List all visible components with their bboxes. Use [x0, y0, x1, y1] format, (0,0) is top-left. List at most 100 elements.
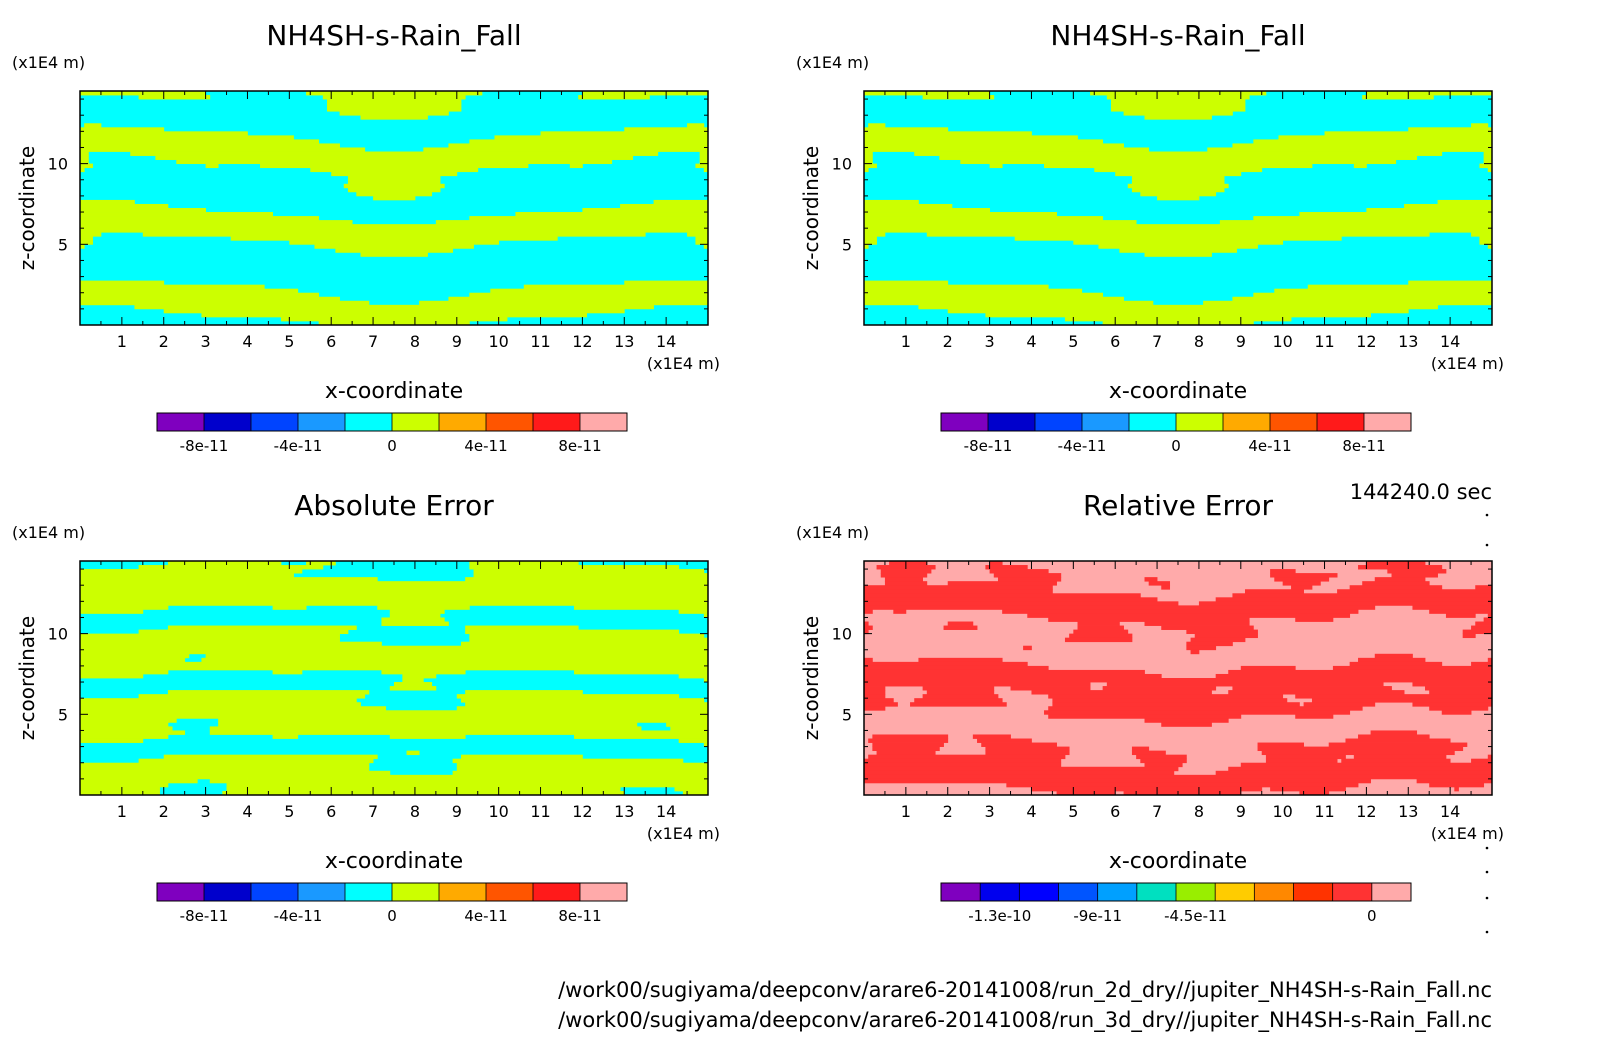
heatmap-cell	[1056, 790, 1116, 796]
x-tick-label: 1	[901, 332, 911, 351]
colorbar-swatch	[1019, 883, 1059, 901]
heatmap-cell	[1471, 232, 1493, 237]
heatmap-cell	[1232, 686, 1392, 691]
heatmap-cell	[864, 601, 1179, 606]
heatmap-cell	[574, 734, 709, 739]
colorbar-swatch	[1371, 883, 1412, 901]
heatmap-cell	[1198, 601, 1493, 606]
heatmap-cell	[985, 312, 1371, 318]
heatmap-cell	[1358, 734, 1430, 739]
heatmap-cell	[80, 212, 273, 217]
heatmap-cell	[1471, 661, 1493, 667]
heatmap-cell	[80, 601, 709, 606]
heatmap-cell	[1370, 730, 1418, 735]
heatmap-cell	[272, 669, 303, 675]
heatmap-cell	[373, 195, 416, 201]
heatmap-cell	[226, 786, 621, 792]
heatmap-cell	[1253, 292, 1493, 298]
heatmap-cell	[490, 288, 709, 294]
heatmap-cell	[1475, 621, 1493, 626]
heatmap-cell	[1228, 766, 1493, 772]
timestamp-label: 144240.0 sec	[1349, 480, 1492, 504]
x-axis-unit: (x1E4 m)	[647, 824, 720, 843]
x-tick-label: 3	[985, 802, 995, 821]
heatmap-cell	[1282, 581, 1321, 586]
heatmap-cell	[1215, 597, 1493, 602]
colorbar-swatch	[392, 883, 440, 901]
heatmap-cell	[872, 742, 944, 747]
x-tick-label: 1	[117, 332, 127, 351]
heatmap-cell	[1064, 637, 1133, 643]
heatmap-cell	[80, 702, 361, 707]
heatmap-cell	[1429, 609, 1493, 614]
heatmap-cell	[80, 199, 135, 205]
heatmap-cell	[1240, 762, 1493, 768]
heatmap-cell	[1471, 625, 1493, 630]
heatmap-cell	[1073, 240, 1284, 245]
heatmap-cell	[1471, 758, 1493, 764]
x-tick-label: 6	[326, 802, 336, 821]
heatmap-cell	[1358, 657, 1426, 663]
colorbar-swatch	[1097, 883, 1138, 901]
heatmap-cell	[80, 673, 144, 679]
colorbar-swatch	[1136, 883, 1177, 901]
heatmap-cell	[80, 244, 85, 249]
colorbar-swatch	[1270, 413, 1318, 431]
colorbar: -8e-11 -4e-11 0 4e-11 8e-11	[940, 412, 1412, 455]
heatmap-cell	[1487, 754, 1493, 760]
heatmap-cell	[80, 151, 89, 156]
heatmap-cell	[167, 561, 282, 566]
heatmap-cell	[1278, 135, 1493, 140]
heatmap-cell	[1048, 617, 1250, 622]
heatmap-cell	[864, 706, 886, 711]
heatmap-cell	[1307, 284, 1493, 290]
x-tick-label: 12	[572, 802, 592, 821]
heatmap-cell	[1416, 778, 1493, 784]
heatmap-cell	[343, 183, 445, 189]
heatmap-cell	[1299, 212, 1493, 217]
y-axis-label: z-coordinate	[15, 616, 39, 740]
heatmap-cell	[1144, 115, 1212, 120]
colorbar-label: 0	[1367, 907, 1377, 925]
heatmap-cell	[864, 609, 873, 614]
heatmap-cell	[1270, 569, 1296, 574]
heatmap-cell	[687, 232, 709, 237]
x-tick-label: 14	[656, 332, 676, 351]
x-tick-label: 4	[1026, 332, 1036, 351]
heatmap-cell	[80, 718, 177, 723]
heatmap-cell	[1253, 139, 1493, 144]
heatmap-cell	[1094, 167, 1263, 173]
heatmap-cell	[864, 159, 873, 165]
heatmap-cell	[84, 123, 102, 128]
x-tick-label: 13	[614, 802, 634, 821]
heatmap-cell	[1123, 111, 1233, 116]
heatmap-cell	[1073, 629, 1129, 635]
chart-title: NH4SH-s-Rain_Fall	[266, 19, 521, 52]
heatmap-cell	[1186, 641, 1233, 647]
colorbar-label: 4e-11	[464, 437, 507, 455]
heatmap-cell	[1106, 682, 1384, 687]
heatmap-cells	[80, 561, 709, 796]
heatmap-cell	[402, 673, 437, 679]
heatmap-cell	[80, 147, 366, 152]
heatmap-cell	[327, 107, 462, 112]
heatmap-cell	[456, 762, 709, 768]
heatmap-cell	[1425, 686, 1493, 691]
heatmap-cell	[1362, 95, 1434, 100]
colorbar-swatch	[157, 883, 205, 901]
heatmap-cell	[1362, 581, 1430, 586]
heatmap-cell	[80, 738, 144, 743]
x-tick-label: 13	[1398, 802, 1418, 821]
heatmap-cell	[142, 232, 646, 237]
heatmap-cell	[947, 308, 1409, 314]
heatmap-cell	[80, 722, 169, 727]
heatmap-cell	[456, 706, 709, 711]
heatmap-cell	[864, 770, 1175, 776]
heatmap-cell	[1349, 585, 1443, 590]
colorbar-label: 0	[1171, 437, 1181, 455]
heatmap-cell	[80, 770, 391, 776]
heatmap-cell	[1161, 585, 1171, 590]
heatmap-cell	[1144, 577, 1158, 582]
heatmap-cell	[864, 228, 1493, 233]
heatmap-cell	[523, 284, 709, 290]
